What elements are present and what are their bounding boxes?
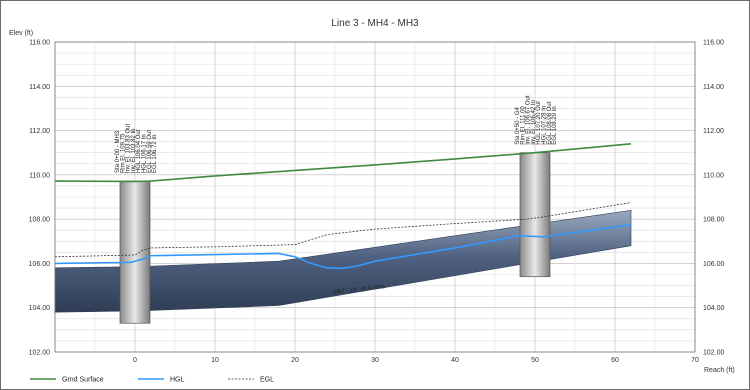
manhole-label: Rim El. 111.00: [520, 106, 526, 145]
x-tick-label: 10: [211, 357, 219, 364]
legend-label: EGL: [260, 377, 274, 384]
y-tick-label-left: 116.00: [29, 40, 50, 47]
y-tick-label-right: 104.00: [703, 305, 725, 312]
egl-line: [54, 202, 632, 258]
y-tick-label-right: 110.00: [703, 172, 724, 179]
manhole-structure: [519, 152, 551, 278]
y-tick-label-left: 110.00: [29, 172, 50, 179]
x-tick-label: 0: [133, 357, 137, 364]
manhole-label: Sta 0+00 - MH3: [115, 130, 121, 173]
manhole-label: HGL 106.04 Out: [136, 129, 142, 173]
plot-border: [54, 41, 696, 353]
manhole-label: HGL 106.17 In: [142, 134, 148, 173]
pipe-band: [54, 209, 632, 313]
manhole-label: Inv. El. 103.82 In: [131, 128, 137, 173]
y-tick-label-left: 112.00: [29, 128, 50, 135]
x-tick-label: 60: [611, 357, 619, 364]
annotation-layer: Sta 0+00 - MH3 Rim El. 109.75 Inv. El. 103…: [115, 95, 558, 173]
x-tick-label: 20: [291, 357, 299, 364]
y-tick-label-left: 106.00: [29, 261, 51, 268]
y-tick-label-right: 102.00: [703, 350, 725, 357]
x-tick-label: 30: [371, 357, 379, 364]
x-tick-label: 40: [451, 357, 459, 364]
manhole-label: Sta 0+50 - G4: [515, 107, 521, 145]
y-tick-label-right: 106.00: [703, 261, 725, 268]
y-tick-label-right: 108.00: [703, 217, 725, 224]
y-axis-label: Elev (ft): [9, 30, 33, 37]
y-tick-label-right: 114.00: [703, 84, 724, 91]
manhole-layer: [119, 152, 551, 324]
y-tick-label-left: 108.00: [29, 217, 51, 224]
x-tick-label: 70: [691, 357, 699, 364]
hgl-line: [54, 223, 632, 270]
axes: 102.00 102.00 104.00 104.00 106.00 106.00 108.…: [29, 40, 725, 365]
legend-label: Grnd Surface: [62, 377, 104, 384]
y-tick-label-left: 114.00: [29, 84, 50, 91]
manhole-structure: [119, 180, 151, 324]
y-tick-label-left: 102.00: [29, 350, 51, 357]
manhole-label: Rim El. 109.75: [120, 133, 126, 173]
legend-label: HGL: [170, 377, 185, 384]
manhole-label: Inv. El. 106.67 Out: [526, 95, 532, 145]
manhole-label: Inv. El. 106.42 In: [531, 100, 537, 145]
manhole-label: EGL 108.29 In: [552, 106, 558, 144]
pipe-label: 59Lf - 24" @ 4.26%: [333, 284, 386, 295]
x-axis-label: Reach (ft): [704, 367, 735, 374]
manhole-label: EGL 106.72 In: [152, 135, 158, 173]
pipe-layer: 59Lf - 24" @ 4.26%: [54, 209, 632, 313]
manhole-label: HGL 107.20 Out: [536, 101, 542, 145]
manhole-label: Inv. El. 103.83 Out: [126, 123, 132, 173]
ground-surface-line: [54, 143, 632, 183]
chart-title: Line 3 - MH4 - MH3: [331, 18, 419, 29]
y-tick-label-left: 104.00: [29, 305, 51, 312]
series-layer: [54, 143, 632, 270]
legend: Grnd Surface HGL EGL: [30, 377, 274, 384]
x-tick-label: 50: [531, 357, 539, 364]
manhole-label: HGL 107.28 In: [542, 106, 548, 145]
y-tick-label-right: 116.00: [703, 40, 724, 47]
y-tick-label-right: 112.00: [703, 128, 724, 135]
manhole-label: EGL 108.08 Out: [547, 101, 553, 144]
manhole-label: EGL 106.59 Out: [147, 130, 153, 173]
